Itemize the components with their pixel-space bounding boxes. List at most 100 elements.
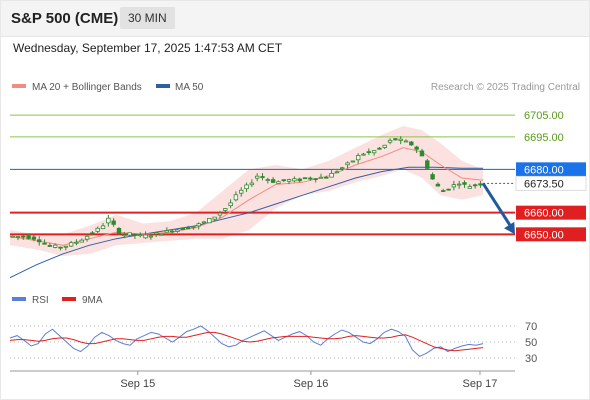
candle-body [377, 147, 382, 150]
candle-body [47, 245, 53, 247]
forecast-arrow-shaft [481, 182, 514, 230]
candle-body [478, 183, 483, 186]
candle-body [132, 233, 138, 236]
candle-body [127, 232, 132, 236]
x-axis: Sep 15 Sep 16 Sep 17 [10, 370, 515, 390]
candle-body [201, 221, 207, 224]
candle-body [393, 138, 398, 141]
level-label-6695.00: 6695.00 [524, 132, 564, 144]
candle-body [169, 230, 175, 233]
candle-body [228, 202, 233, 207]
level-label-6673.50: 6673.50 [524, 178, 564, 190]
ma50-line [9, 166, 484, 279]
candle-body [31, 236, 37, 240]
candle-body [419, 150, 425, 157]
candle-body [90, 232, 95, 235]
candle-body [95, 227, 100, 232]
candle-body [366, 151, 372, 154]
rsi-ma-legend-label: 9MA [82, 295, 103, 306]
candle-body [37, 239, 42, 243]
candle-body [308, 177, 313, 180]
ma50-legend-label: MA 50 [175, 82, 204, 93]
candle-body [318, 176, 324, 179]
timeframe-button[interactable]: 30 MIN [120, 7, 175, 29]
candle-body [164, 230, 170, 233]
candle-body [26, 235, 31, 239]
candle-body [403, 140, 409, 143]
candle-body [21, 235, 26, 238]
rsi-tick-50: 50 [525, 337, 537, 349]
level-tag-6660.00 [516, 205, 586, 220]
candle-body [414, 146, 419, 150]
candle-body [217, 212, 223, 216]
candle-body [371, 150, 377, 154]
candle-body [302, 177, 308, 180]
rsi-tick-70: 70 [525, 321, 537, 333]
candle-body [74, 241, 79, 244]
candle-body [260, 176, 265, 178]
rsi-tick-30: 30 [525, 353, 537, 365]
candle-body [430, 174, 435, 180]
candle-body [42, 242, 47, 245]
candle-body [196, 223, 201, 227]
rsi-ma-line [9, 331, 484, 352]
candle-body [254, 175, 260, 179]
rsi-legend: RSI 9MA [12, 295, 103, 306]
candle-body [138, 234, 143, 237]
level-label-6650.00: 6650.00 [524, 229, 564, 241]
candle-body [409, 141, 414, 146]
level-tag-6680.00 [516, 162, 586, 177]
price-panel: 6705.00 6695.00 6680.00 6673.50 6660.00 6650.… [9, 110, 587, 279]
candle-body [175, 229, 180, 232]
candle-body [52, 244, 58, 248]
x-tick-label: Sep 16 [294, 378, 329, 390]
candle-body [361, 153, 366, 156]
candle-body [63, 245, 69, 248]
candle-body [334, 171, 340, 174]
candles [10, 136, 483, 251]
level-label-6680.00: 6680.00 [524, 164, 564, 176]
chart-title: S&P 500 (CME) [11, 10, 119, 27]
candle-body [281, 179, 286, 182]
x-tick-label: Sep 15 [120, 378, 155, 390]
candle-body [180, 227, 185, 231]
candle-body [148, 235, 154, 238]
candle-body [387, 139, 393, 143]
candle-body [462, 182, 467, 185]
candle-body [451, 184, 457, 188]
x-tick-label: Sep 17 [463, 378, 498, 390]
copyright-label: Research © 2025 Trading Central [431, 82, 580, 93]
candle-body [15, 236, 21, 238]
candle-body [185, 227, 191, 230]
ma50-legend-swatch [156, 84, 170, 88]
candle-body [239, 189, 244, 194]
candle-body [111, 220, 116, 225]
candle-body [350, 160, 356, 163]
level-tag-6673.50 [515, 175, 587, 191]
candle-body [313, 178, 318, 181]
candle-body [398, 138, 403, 141]
candle-body [58, 246, 63, 249]
candle-body [276, 181, 281, 184]
candle-body [79, 239, 84, 243]
level-label-6660.00: 6660.00 [524, 208, 564, 220]
ma20-legend-label: MA 20 + Bollinger Bands [32, 82, 142, 93]
chart-datetime: Wednesday, September 17, 2025 1:47:53 AM… [13, 41, 283, 55]
candle-body [106, 217, 111, 224]
candle-body [84, 235, 90, 240]
candle-body [382, 144, 387, 148]
candle-body [249, 182, 255, 186]
candle-body [122, 234, 127, 237]
candle-body [68, 242, 74, 247]
level-label-6705.00: 6705.00 [524, 110, 564, 122]
candle-body [143, 234, 148, 239]
candle-body [324, 176, 329, 179]
candle-body [472, 184, 478, 187]
candle-body [467, 186, 473, 189]
candle-body [340, 167, 345, 170]
candle-body [10, 235, 15, 238]
rsi-ma-legend-swatch [62, 297, 76, 301]
candle-body [244, 184, 249, 190]
candle-body [292, 178, 297, 182]
